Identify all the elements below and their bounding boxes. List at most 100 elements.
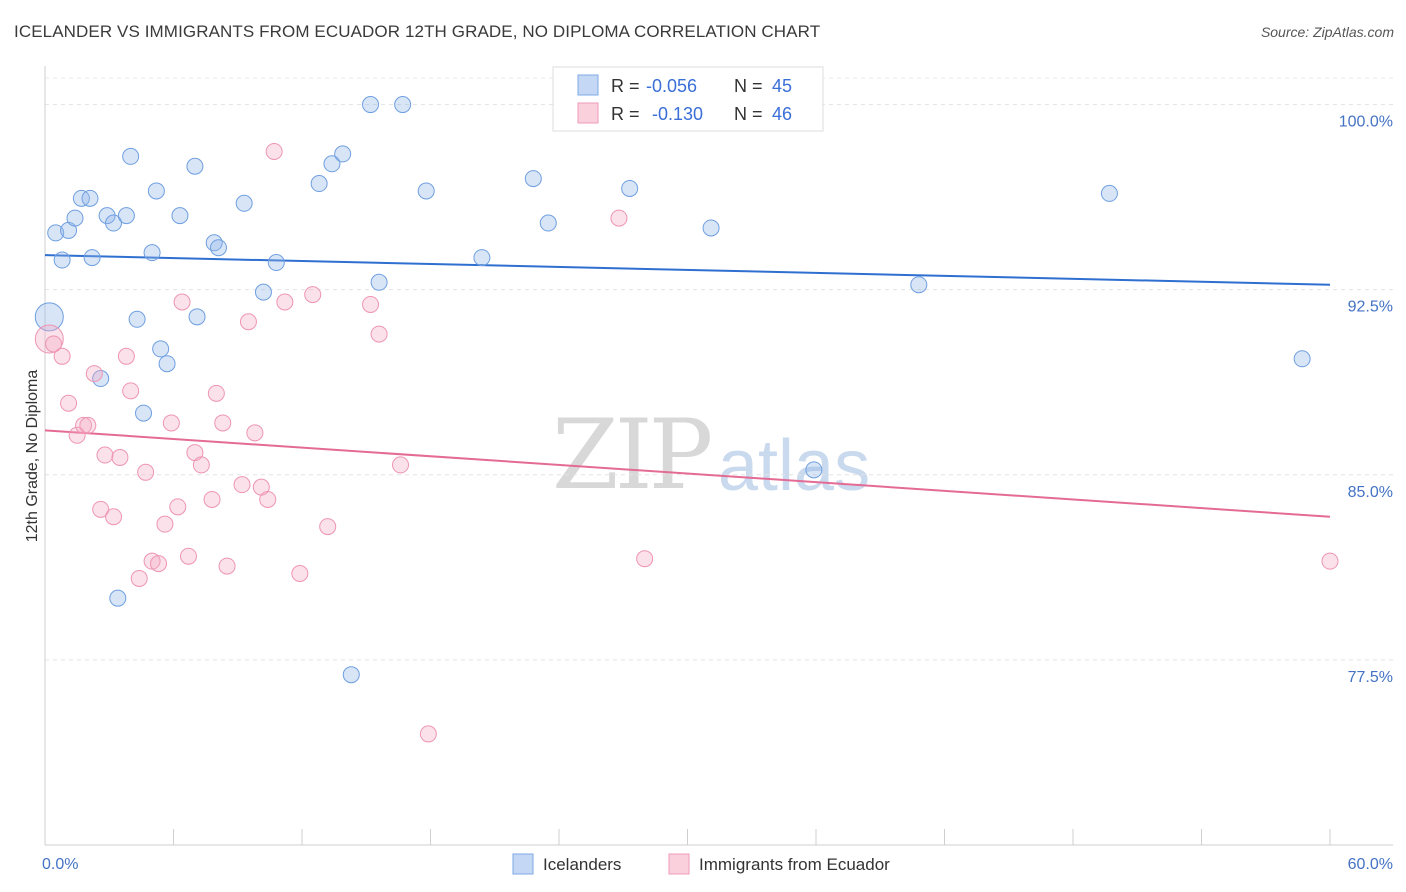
point-icelanders-44 <box>1293 350 1311 368</box>
data-points <box>34 96 1339 743</box>
point-icelanders-21 <box>186 157 204 175</box>
point-ecuador-45 <box>1321 552 1339 570</box>
y-tick-label-0: 77.5% <box>1348 669 1393 686</box>
point-icelanders-1 <box>47 224 65 242</box>
legend-bottom: Icelanders Immigrants from Ecuador <box>512 853 890 875</box>
bottom-legend-swatch-icelanders <box>512 853 534 875</box>
point-icelanders-34 <box>394 96 412 114</box>
point-ecuador-8 <box>92 500 110 518</box>
point-ecuador-42 <box>419 725 437 743</box>
point-ecuador-35 <box>276 293 294 311</box>
point-ecuador-2 <box>53 347 71 365</box>
point-ecuador-31 <box>246 424 264 442</box>
point-icelanders-13 <box>122 147 140 165</box>
point-icelanders-36 <box>473 249 491 267</box>
gridlines <box>45 77 1393 661</box>
point-icelanders-30 <box>334 145 352 163</box>
point-ecuador-7 <box>85 365 103 383</box>
point-icelanders-29 <box>323 155 341 173</box>
point-ecuador-17 <box>150 555 168 573</box>
point-icelanders-7 <box>83 249 101 267</box>
point-ecuador-19 <box>162 414 180 432</box>
point-icelanders-32 <box>362 96 380 114</box>
point-ecuador-6 <box>79 416 97 434</box>
legend-r-value-blue: -0.056 <box>646 76 697 96</box>
point-ecuador-3 <box>60 394 78 412</box>
point-ecuador-38 <box>319 518 337 536</box>
point-icelanders-39 <box>621 179 639 197</box>
legend-r-label-blue: R = <box>611 76 640 96</box>
watermark-zip: ZIP <box>552 399 711 511</box>
point-ecuador-29 <box>233 476 251 494</box>
point-icelanders-26 <box>254 283 272 301</box>
point-icelanders-37 <box>524 170 542 188</box>
axes <box>44 66 1393 846</box>
point-ecuador-44 <box>636 550 654 568</box>
point-ecuador-28 <box>218 557 236 575</box>
point-ecuador-25 <box>203 490 221 508</box>
point-ecuador-12 <box>117 347 135 365</box>
bottom-legend-swatch-ecuador <box>668 853 690 875</box>
trend-line-ecuador <box>44 429 1331 518</box>
point-ecuador-34 <box>265 142 283 160</box>
legend-n-label-blue: N = <box>734 76 763 96</box>
chart-title: ICELANDER VS IMMIGRANTS FROM ECUADOR 12T… <box>14 22 821 41</box>
point-icelanders-16 <box>143 244 161 262</box>
legend-r-value-pink: -0.130 <box>652 104 703 124</box>
y-axis-title: 12th Grade, No Diploma <box>24 370 41 543</box>
point-ecuador-18 <box>156 515 174 533</box>
point-ecuador-0 <box>34 324 64 354</box>
bottom-legend-label-icelanders: Icelanders <box>543 855 621 874</box>
legend-swatch-pink <box>577 102 599 124</box>
point-icelanders-6 <box>81 189 99 207</box>
legend-n-value-blue: 45 <box>772 76 792 96</box>
point-icelanders-15 <box>135 404 153 422</box>
point-ecuador-5 <box>75 416 93 434</box>
source-credit: Source: ZipAtlas.com <box>1260 24 1394 40</box>
point-icelanders-24 <box>209 239 227 257</box>
legend-top: R = -0.056 N = 45 R = -0.130 N = 46 <box>552 66 824 132</box>
point-ecuador-20 <box>169 498 187 516</box>
point-ecuador-40 <box>370 325 388 343</box>
point-icelanders-43 <box>1100 184 1118 202</box>
point-icelanders-12 <box>117 207 135 225</box>
watermark-atlas: atlas <box>718 426 870 506</box>
point-icelanders-11 <box>109 589 127 607</box>
legend-r-label-pink: R = <box>611 104 640 124</box>
y-tick-label-3: 100.0% <box>1339 114 1393 131</box>
point-ecuador-24 <box>192 456 210 474</box>
point-ecuador-1 <box>45 335 63 353</box>
point-ecuador-36 <box>291 565 309 583</box>
point-icelanders-20 <box>171 207 189 225</box>
point-ecuador-14 <box>130 569 148 587</box>
point-ecuador-27 <box>214 414 232 432</box>
y-tick-label-1: 85.0% <box>1348 484 1393 501</box>
point-icelanders-2 <box>53 251 71 269</box>
trend-line-icelanders <box>44 254 1331 286</box>
point-icelanders-14 <box>128 310 146 328</box>
point-ecuador-41 <box>392 456 410 474</box>
point-ecuador-21 <box>173 293 191 311</box>
point-ecuador-33 <box>259 490 277 508</box>
point-icelanders-33 <box>370 273 388 291</box>
point-ecuador-11 <box>111 449 129 466</box>
point-icelanders-5 <box>72 189 90 207</box>
point-icelanders-40 <box>702 219 720 237</box>
point-icelanders-25 <box>235 194 253 212</box>
point-icelanders-0 <box>34 302 64 332</box>
x-tick-label-max: 60.0% <box>1348 856 1393 873</box>
point-icelanders-17 <box>147 182 165 200</box>
point-ecuador-15 <box>137 463 155 481</box>
point-ecuador-4 <box>68 426 86 444</box>
y-tick-labels: 77.5% 85.0% 92.5% 100.0% <box>1339 114 1393 686</box>
point-ecuador-13 <box>122 382 140 400</box>
y-tick-label-2: 92.5% <box>1348 299 1393 316</box>
point-ecuador-10 <box>105 508 123 526</box>
point-icelanders-19 <box>158 355 176 373</box>
point-icelanders-28 <box>310 175 328 193</box>
point-ecuador-26 <box>207 384 225 402</box>
point-icelanders-4 <box>66 209 84 227</box>
point-ecuador-9 <box>96 446 114 464</box>
point-icelanders-10 <box>105 214 123 232</box>
